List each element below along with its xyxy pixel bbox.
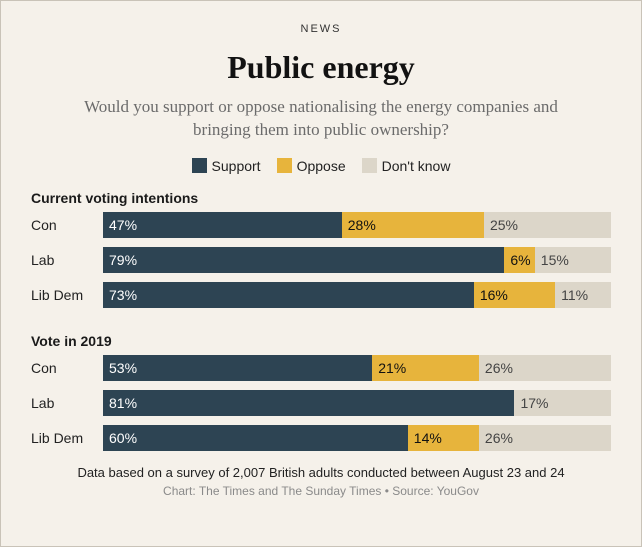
bar-segment-dk: 11% bbox=[555, 282, 611, 308]
bar-segment-support: 81% bbox=[103, 390, 514, 416]
bar-segment-dk: 17% bbox=[514, 390, 600, 416]
bar-segment-oppose: 14% bbox=[408, 425, 479, 451]
legend-label-dontknow: Don't know bbox=[382, 158, 451, 174]
bar-row: Lib Dem60%14%26% bbox=[31, 425, 611, 451]
stacked-bar: 47%28%25% bbox=[103, 212, 611, 238]
bar-segment-oppose: 16% bbox=[474, 282, 555, 308]
section-title: Current voting intentions bbox=[31, 190, 611, 206]
swatch-support bbox=[192, 158, 207, 173]
stacked-bar: 81%17% bbox=[103, 390, 611, 416]
legend-item-support: Support bbox=[192, 158, 261, 174]
row-label: Con bbox=[31, 217, 103, 233]
bar-row: Con53%21%26% bbox=[31, 355, 611, 381]
chart-title: Public energy bbox=[31, 49, 611, 86]
stacked-bar: 79%6%15% bbox=[103, 247, 611, 273]
bar-segment-dk: 25% bbox=[484, 212, 611, 238]
bar-segment-oppose: 28% bbox=[342, 212, 484, 238]
stacked-bar: 60%14%26% bbox=[103, 425, 611, 451]
bar-segment-remainder bbox=[601, 390, 611, 416]
chart-body: Current voting intentionsCon47%28%25%Lab… bbox=[31, 190, 611, 451]
bar-segment-support: 60% bbox=[103, 425, 408, 451]
bar-segment-dk: 15% bbox=[535, 247, 611, 273]
bar-segment-support: 79% bbox=[103, 247, 504, 273]
bar-segment-dk: 26% bbox=[479, 355, 611, 381]
legend-item-dontknow: Don't know bbox=[362, 158, 451, 174]
row-label: Lib Dem bbox=[31, 287, 103, 303]
swatch-oppose bbox=[277, 158, 292, 173]
legend-item-oppose: Oppose bbox=[277, 158, 346, 174]
bar-segment-support: 53% bbox=[103, 355, 372, 381]
legend-label-oppose: Oppose bbox=[297, 158, 346, 174]
swatch-dontknow bbox=[362, 158, 377, 173]
stacked-bar: 53%21%26% bbox=[103, 355, 611, 381]
row-label: Lab bbox=[31, 252, 103, 268]
bar-segment-oppose: 21% bbox=[372, 355, 479, 381]
chart-subtitle: Would you support or oppose nationalisin… bbox=[71, 96, 571, 142]
bar-row: Lib Dem73%16%11% bbox=[31, 282, 611, 308]
bar-row: Lab81%17% bbox=[31, 390, 611, 416]
bar-segment-support: 47% bbox=[103, 212, 342, 238]
legend-label-support: Support bbox=[212, 158, 261, 174]
row-label: Lib Dem bbox=[31, 430, 103, 446]
bar-row: Con47%28%25% bbox=[31, 212, 611, 238]
row-label: Con bbox=[31, 360, 103, 376]
bar-segment-oppose: 6% bbox=[504, 247, 534, 273]
bar-segment-dk: 26% bbox=[479, 425, 611, 451]
credit: Chart: The Times and The Sunday Times • … bbox=[31, 484, 611, 498]
kicker: NEWS bbox=[31, 23, 611, 35]
section-title: Vote in 2019 bbox=[31, 333, 611, 349]
footnote: Data based on a survey of 2,007 British … bbox=[31, 465, 611, 480]
stacked-bar: 73%16%11% bbox=[103, 282, 611, 308]
bar-segment-support: 73% bbox=[103, 282, 474, 308]
legend: Support Oppose Don't know bbox=[31, 158, 611, 174]
row-label: Lab bbox=[31, 395, 103, 411]
section-gap bbox=[31, 317, 611, 327]
bar-row: Lab79%6%15% bbox=[31, 247, 611, 273]
